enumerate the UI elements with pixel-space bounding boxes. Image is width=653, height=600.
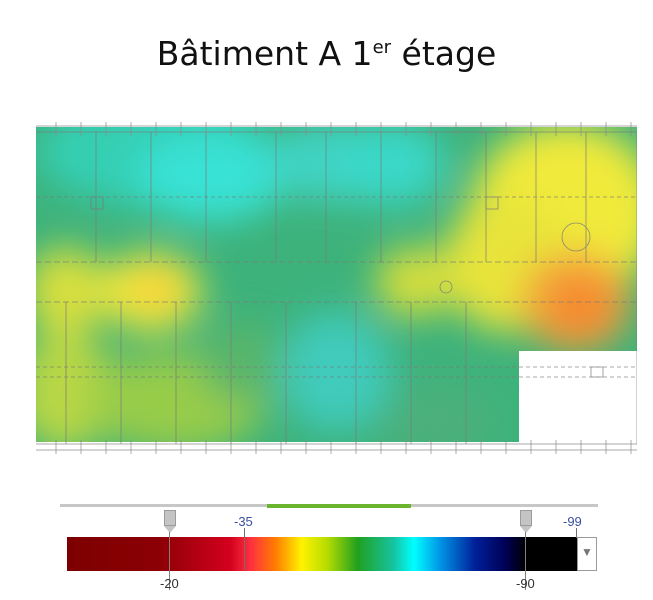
lower-bound-tick bbox=[576, 528, 577, 538]
min-value-label: -20 bbox=[160, 576, 179, 591]
upper-threshold-tick bbox=[244, 528, 245, 570]
max-handle-knob bbox=[520, 510, 532, 526]
floor-title: Bâtiment A 1er étage bbox=[0, 34, 653, 73]
upper-threshold-label: -35 bbox=[234, 514, 253, 529]
gradient-dropdown-button[interactable]: ▼ bbox=[577, 537, 597, 571]
floor-wall-ticks bbox=[55, 122, 632, 454]
min-threshold-handle[interactable] bbox=[164, 510, 176, 590]
max-handle-pointer bbox=[520, 526, 532, 533]
min-handle-pointer bbox=[164, 526, 176, 533]
min-handle-knob bbox=[164, 510, 176, 526]
title-suffix: étage bbox=[391, 34, 497, 73]
max-value-label: -90 bbox=[516, 576, 535, 591]
title-text: Bâtiment A 1 bbox=[156, 34, 373, 73]
signal-gradient-bar bbox=[67, 537, 577, 571]
title-superscript: er bbox=[372, 37, 392, 58]
signal-legend: ▼ -35 -99 -20 -90 bbox=[58, 500, 600, 592]
signal-coverage bbox=[36, 127, 637, 442]
lower-bound-label: -99 bbox=[563, 514, 582, 529]
max-threshold-handle[interactable] bbox=[520, 510, 532, 590]
floor-walls bbox=[36, 125, 637, 451]
min-handle-stem bbox=[169, 532, 170, 590]
max-handle-stem bbox=[525, 532, 526, 590]
threshold-track-range bbox=[267, 504, 411, 508]
chevron-down-icon: ▼ bbox=[581, 545, 593, 559]
floor-plan-heatmap bbox=[36, 122, 637, 454]
